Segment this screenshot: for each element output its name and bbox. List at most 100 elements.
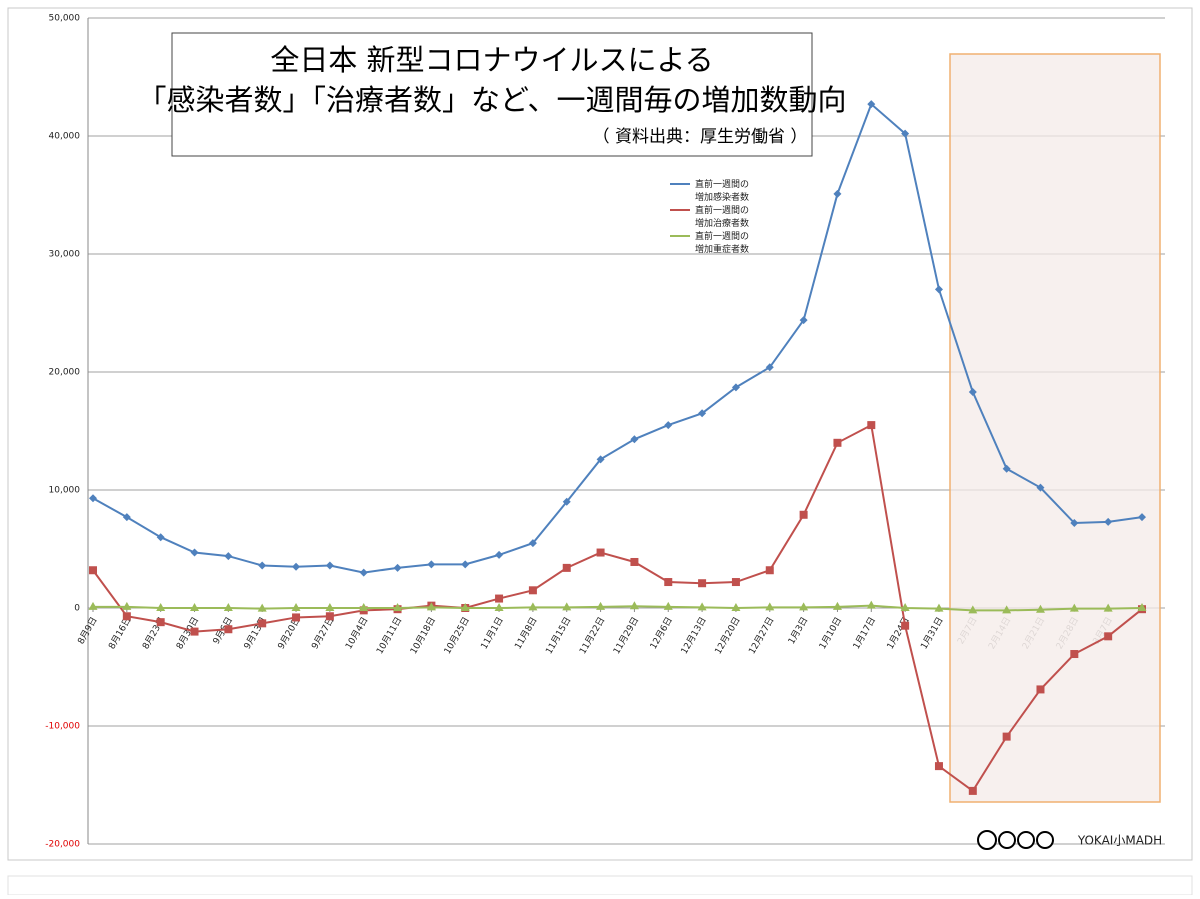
point <box>630 557 639 566</box>
series-line <box>92 423 1143 793</box>
point <box>1070 650 1079 659</box>
legend-label-line: 増加重症者数 <box>695 243 749 255</box>
point <box>629 601 639 610</box>
point <box>1138 513 1146 522</box>
point <box>1104 632 1113 641</box>
point <box>731 578 740 587</box>
point <box>900 603 910 611</box>
point <box>1070 519 1079 528</box>
legend-label-line: 直前一週間の <box>695 204 749 216</box>
point <box>393 563 402 572</box>
point <box>697 602 707 611</box>
point <box>765 566 774 575</box>
point <box>799 316 808 325</box>
point <box>427 560 436 569</box>
point <box>325 612 334 621</box>
point <box>1002 464 1011 473</box>
point <box>528 586 537 595</box>
point <box>224 552 233 561</box>
point <box>663 601 673 610</box>
point <box>156 618 165 627</box>
point <box>934 603 944 612</box>
point <box>156 603 166 611</box>
point <box>1036 483 1045 492</box>
point <box>799 602 809 611</box>
title-box <box>171 32 813 157</box>
legend-label-line: 増加感染者数 <box>695 191 749 203</box>
point <box>968 605 978 614</box>
y-tick-label: 30,000 <box>49 250 81 260</box>
point <box>89 566 97 575</box>
point <box>359 603 369 611</box>
point <box>292 562 301 571</box>
chart-title: 「感染者数」「治療者数」など、一週間毎の増加数動向 <box>137 83 846 117</box>
point <box>1035 604 1045 613</box>
y-tick-label: -20,000 <box>45 840 80 850</box>
y-tick-label: 0 <box>74 604 80 614</box>
point <box>901 621 910 630</box>
point <box>122 513 131 522</box>
point <box>664 578 673 587</box>
y-tick-label: 50,000 <box>49 14 81 24</box>
point <box>359 568 368 577</box>
point <box>257 603 267 612</box>
point <box>867 421 876 430</box>
point <box>426 602 436 611</box>
point <box>494 603 504 611</box>
point <box>968 388 977 397</box>
point <box>495 550 504 559</box>
point <box>190 627 199 636</box>
point <box>934 285 943 294</box>
point <box>867 100 876 109</box>
point <box>698 409 707 418</box>
point <box>1137 603 1147 611</box>
point <box>1103 603 1113 612</box>
point <box>832 601 842 610</box>
point <box>122 601 132 610</box>
point <box>528 602 538 611</box>
point <box>325 603 335 611</box>
point <box>765 602 775 611</box>
point <box>901 129 910 138</box>
point <box>1036 685 1045 694</box>
legend-label-line: 直前一週間の <box>695 230 749 242</box>
legend-label-line: 増加治療者数 <box>695 217 749 229</box>
point <box>1104 517 1113 526</box>
point <box>799 510 808 519</box>
point <box>291 603 301 611</box>
series-line <box>93 604 1143 612</box>
point <box>934 762 943 771</box>
point <box>968 786 977 795</box>
point <box>731 603 741 611</box>
point <box>731 383 740 392</box>
point <box>258 561 267 570</box>
point <box>495 594 504 603</box>
point <box>325 561 334 570</box>
point <box>223 603 233 611</box>
point <box>562 497 571 506</box>
point <box>224 625 233 634</box>
highlight-region <box>949 53 1161 803</box>
point <box>1069 603 1079 612</box>
point <box>630 435 639 444</box>
point <box>190 603 200 611</box>
point <box>393 603 403 611</box>
legend-label: 直前一週間の増加治療者数 <box>695 204 749 229</box>
legend-label: 直前一週間の増加重症者数 <box>695 230 749 255</box>
point <box>461 560 470 569</box>
point <box>258 619 267 628</box>
y-tick-label: -10,000 <box>45 722 80 732</box>
series-line <box>92 102 1143 574</box>
point <box>664 421 673 430</box>
point <box>833 438 842 447</box>
y-tick-label: 10,000 <box>49 486 81 496</box>
point <box>89 494 97 503</box>
point <box>88 601 98 610</box>
point <box>765 363 774 372</box>
point <box>698 579 707 588</box>
y-tick-label: 20,000 <box>49 368 81 378</box>
logo: YOKAI小MADH <box>1077 834 1162 848</box>
chart-subtitle: （ 資料出典：厚生労働省 ） <box>593 127 808 147</box>
